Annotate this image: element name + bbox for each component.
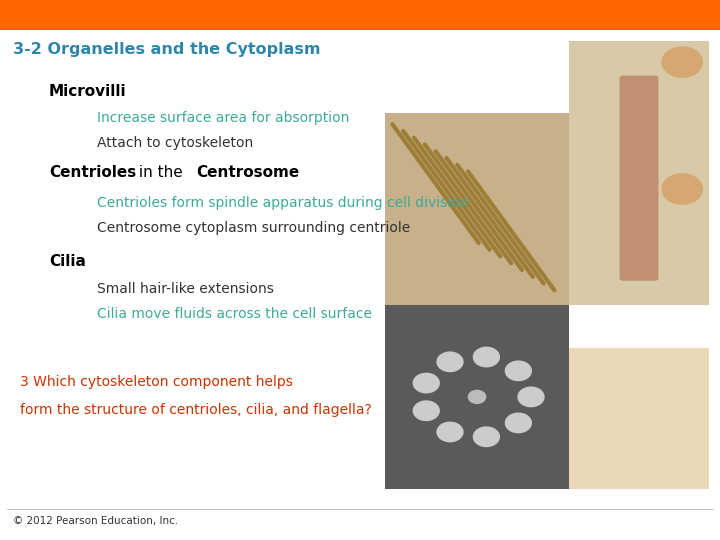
Text: in the: in the — [134, 165, 188, 180]
Circle shape — [662, 174, 703, 204]
FancyBboxPatch shape — [0, 0, 720, 30]
FancyBboxPatch shape — [0, 30, 720, 70]
Circle shape — [518, 387, 544, 407]
Text: Centrosome cytoplasm surrounding centriole: Centrosome cytoplasm surrounding centrio… — [97, 221, 410, 235]
Text: Microvilli: Microvilli — [49, 84, 127, 99]
Circle shape — [505, 361, 531, 381]
Circle shape — [437, 422, 463, 442]
Text: Cilia: Cilia — [49, 254, 86, 269]
FancyBboxPatch shape — [385, 305, 569, 489]
Circle shape — [662, 47, 703, 77]
Text: Attach to cytoskeleton: Attach to cytoskeleton — [97, 136, 253, 150]
Text: Cilia move fluids across the cell surface: Cilia move fluids across the cell surfac… — [97, 307, 372, 321]
Circle shape — [505, 413, 531, 433]
Circle shape — [413, 373, 439, 393]
Text: Small hair-like extensions: Small hair-like extensions — [97, 282, 274, 296]
FancyBboxPatch shape — [569, 348, 709, 489]
FancyBboxPatch shape — [620, 76, 659, 281]
Text: Centrioles: Centrioles — [49, 165, 136, 180]
Text: Increase surface area for absorption: Increase surface area for absorption — [97, 111, 350, 125]
Circle shape — [469, 390, 486, 403]
Circle shape — [437, 352, 463, 372]
Text: Centrosome: Centrosome — [197, 165, 300, 180]
FancyBboxPatch shape — [569, 40, 709, 305]
Text: 3-2 Organelles and the Cytoplasm: 3-2 Organelles and the Cytoplasm — [13, 43, 320, 57]
Text: Centrioles form spindle apparatus during cell division: Centrioles form spindle apparatus during… — [97, 196, 469, 210]
Text: 3 Which cytoskeleton component helps: 3 Which cytoskeleton component helps — [20, 375, 293, 389]
Circle shape — [413, 401, 439, 421]
Circle shape — [474, 427, 500, 447]
Text: © 2012 Pearson Education, Inc.: © 2012 Pearson Education, Inc. — [13, 516, 179, 526]
FancyBboxPatch shape — [385, 113, 569, 305]
Text: form the structure of centrioles, cilia, and flagella?: form the structure of centrioles, cilia,… — [20, 403, 372, 417]
Circle shape — [474, 347, 500, 367]
